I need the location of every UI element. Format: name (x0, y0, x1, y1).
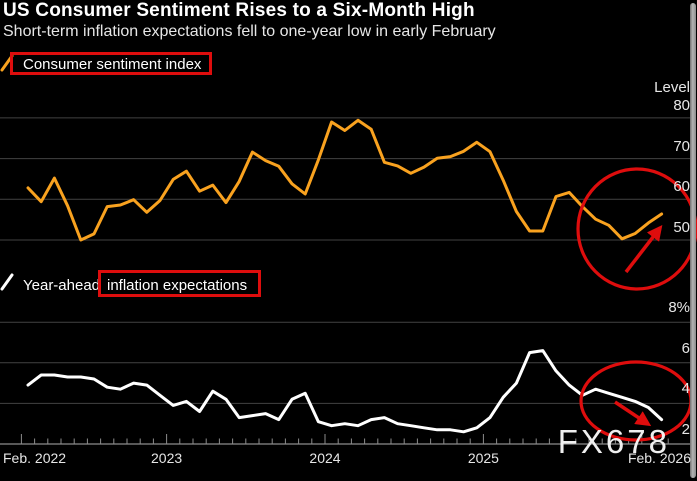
y-tick-label-sentiment: 80 (673, 96, 690, 114)
inflation-series-line (26, 349, 664, 434)
x-tick-label: Feb. 2022 (3, 450, 67, 466)
x-tick-label: 2023 (151, 450, 183, 466)
x-tick-label: 2025 (467, 450, 499, 466)
y-tick-label-inflation: 2 (681, 421, 690, 438)
sentiment-line-icon (0, 54, 14, 72)
legend-sentiment-label: Consumer sentiment index (23, 56, 202, 73)
y-tick-label-sentiment: 60 (673, 178, 690, 196)
y-tick-label-sentiment: 70 (673, 137, 690, 155)
legend-inflation-prefix: Year-ahead (23, 277, 101, 294)
page-title: US Consumer Sentiment Rises to a Six-Mon… (3, 0, 475, 21)
y-axis-unit-label: Level (654, 79, 690, 96)
sentiment-series-line (26, 118, 664, 242)
watermark: FX678 (557, 423, 670, 460)
y-tick-label-inflation: 6 (681, 339, 690, 357)
annotation-ellipse-sentiment (576, 167, 697, 291)
y-tick-label-inflation: 8% (668, 299, 690, 317)
y-tick-label-sentiment: 50 (673, 219, 690, 236)
y-tick-label-inflation: 4 (681, 380, 690, 398)
page-subtitle: Short-term inflation expectations fell t… (3, 23, 496, 40)
scrollbar-thumb[interactable] (690, 3, 696, 478)
annotation-arrow-sentiment (624, 224, 663, 274)
inflation-line-icon (0, 273, 14, 291)
x-tick-label: 2024 (309, 450, 341, 466)
legend-inflation-boxed: inflation expectations (107, 277, 248, 294)
x-tick-label: Feb. 2026 (627, 450, 691, 466)
annotation-arrow-inflation (614, 400, 652, 427)
